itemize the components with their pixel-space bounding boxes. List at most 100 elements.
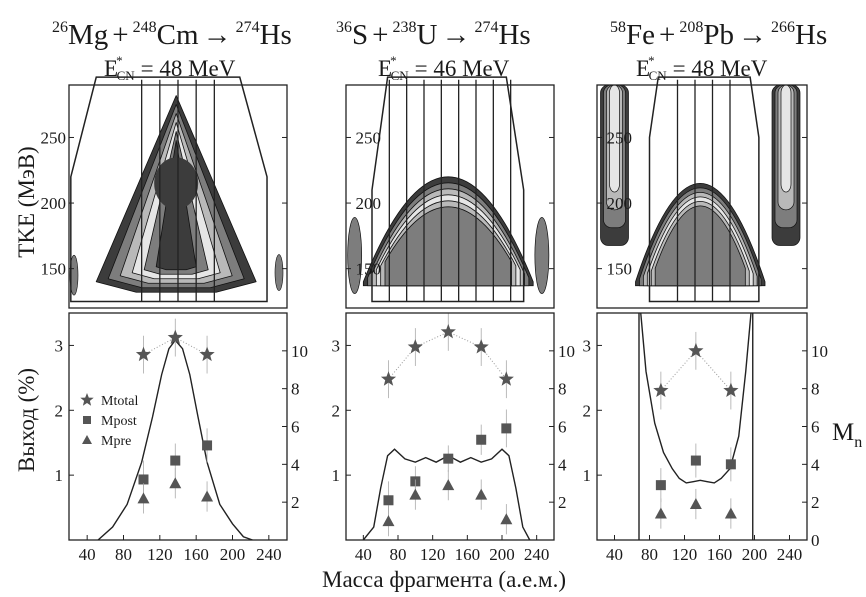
legend-mtotal-marker (80, 393, 94, 406)
energy-label: E (636, 56, 650, 81)
svg-text:58Fe+208Pb→266Hs: 58Fe +208Pb → 266Hs (610, 19, 827, 51)
svg-text:E*CN= 46 MeV: E* CN = 46 MeV (378, 53, 510, 83)
energy-label: E (104, 56, 118, 81)
x-tick-label: 240 (777, 545, 803, 564)
c-mass: 274 (474, 19, 498, 36)
mtotal-marker (723, 382, 739, 397)
x-tick-label: 80 (390, 545, 407, 564)
t-mass: 208 (679, 19, 703, 36)
mpost-marker (655, 480, 666, 491)
p-sym: Mg (68, 19, 108, 51)
y-right-tick-label: 2 (558, 493, 567, 512)
t-mass: 238 (393, 19, 417, 36)
c-sym: Hs (795, 19, 827, 51)
energy-label: E (378, 56, 392, 81)
title-panel-3: 58Fe +208Pb → 266Hs E* CN = 48 MeV (610, 19, 827, 83)
yield-frame (596, 312, 808, 541)
svg-text:E*CN= 48 MeV: E* CN = 48 MeV (636, 53, 768, 83)
mpost-marker (725, 459, 736, 470)
y-right-tick-label: 8 (558, 380, 567, 399)
mpost-marker (476, 434, 487, 445)
y-right-tick-label: 2 (291, 493, 300, 512)
mpost-marker (443, 453, 454, 464)
y-right-tick-label: 6 (291, 418, 300, 437)
x-tick-label: 200 (742, 545, 768, 564)
tke-panel-3: 150 200 250 (596, 76, 808, 309)
tke-panel-2: 150 200 250 (345, 76, 555, 309)
mtotal-marker (167, 329, 183, 345)
mpre-marker (442, 479, 455, 491)
tke-contours (347, 176, 550, 294)
mass-gate (648, 76, 760, 303)
mtotal-marker (199, 346, 215, 362)
x-tick-label: 240 (256, 545, 282, 564)
yield-panel-1: 1 2 3 2 4 6 8 10 40 80 120 160 200 240 Mtotal Mpost Mpre (55, 312, 308, 564)
mtotal-marker (653, 382, 669, 397)
y-right-tick-label: 10 (558, 342, 575, 361)
tke-frame (596, 84, 808, 309)
x-tick-label: 80 (115, 545, 132, 564)
y-right-tick-label: 4 (558, 455, 567, 474)
x-tick-label: 120 (420, 545, 446, 564)
mpre-marker (654, 507, 667, 519)
y-right-tick-label: 10 (291, 342, 308, 361)
x-tick-label: 120 (672, 545, 698, 564)
yield-panel-3: 1 2 3 0 2 4 6 8 10 40 80 120 160 200 240 (583, 312, 828, 564)
title-panel-1: 26Mg +248Cm → 274Hs E* CN = 48 MeV (52, 19, 292, 83)
p-sym: S (352, 19, 368, 51)
x-tick-label: 80 (641, 545, 658, 564)
tke-contours (69, 95, 284, 296)
y-tick-label: 150 (41, 260, 67, 279)
energy-sub: CN (391, 68, 410, 83)
mpre-marker (724, 507, 737, 519)
mpost-marker (690, 455, 701, 466)
y-left-tick-label: 2 (55, 401, 64, 420)
contour-ridge (609, 85, 620, 193)
x-tick-label: 40 (79, 545, 96, 564)
t-sym: Cm (157, 19, 199, 51)
mpre-marker (137, 492, 150, 504)
y-left-tick-label: 3 (55, 336, 64, 355)
ylabel-top: TKE (МэВ) (14, 146, 39, 257)
x-tick-label: 40 (355, 545, 372, 564)
y-right-tick-label: 4 (291, 455, 300, 474)
mpost-marker (202, 440, 213, 451)
p-sym: Fe (626, 19, 655, 51)
contour-level (384, 206, 512, 287)
y-tick-label: 250 (607, 128, 633, 147)
mpost-marker (383, 495, 394, 506)
mtotal-marker (498, 371, 514, 386)
contour-island (534, 217, 550, 294)
energy-sub: CN (117, 68, 136, 83)
xlabel: Масса фрагмента (а.е.м.) (322, 567, 566, 592)
svg-text:E*CN= 48 MeV: E* CN = 48 MeV (104, 53, 236, 83)
mtotal-marker (407, 339, 423, 354)
svg-text:36S+238U→274Hs: 36S +238U → 274Hs (336, 19, 531, 51)
ylabel-bottom: Выход (%) (14, 368, 39, 472)
tke-contours (600, 85, 801, 287)
y-tick-label: 200 (356, 194, 382, 213)
x-tick-label: 200 (220, 545, 246, 564)
y-right-tick-label: 8 (291, 380, 300, 399)
mtotal-marker (473, 339, 489, 354)
ylabel-right-sub: n (854, 434, 862, 451)
mpre-marker (689, 498, 702, 510)
tke-panel-1: 150 200 250 (41, 76, 288, 309)
legend-label: Mtotal (101, 394, 138, 409)
t-mass: 248 (133, 19, 157, 36)
c-mass: 266 (771, 19, 795, 36)
mass-gate (70, 76, 268, 303)
x-tick-label: 40 (606, 545, 623, 564)
mpre-marker (382, 515, 395, 527)
c-mass: 274 (236, 19, 260, 36)
legend-mpost-marker (83, 416, 91, 424)
y-right-tick-label: 6 (558, 418, 567, 437)
energy-sup: * (390, 53, 397, 68)
legend-label: Mpre (101, 434, 131, 449)
x-tick-label: 200 (489, 545, 515, 564)
mpost-marker (138, 474, 149, 485)
energy-sub: CN (649, 68, 668, 83)
title-panel-2: 36S +238U → 274Hs E* CN = 46 MeV (336, 19, 531, 83)
y-left-tick-label: 2 (583, 401, 592, 420)
